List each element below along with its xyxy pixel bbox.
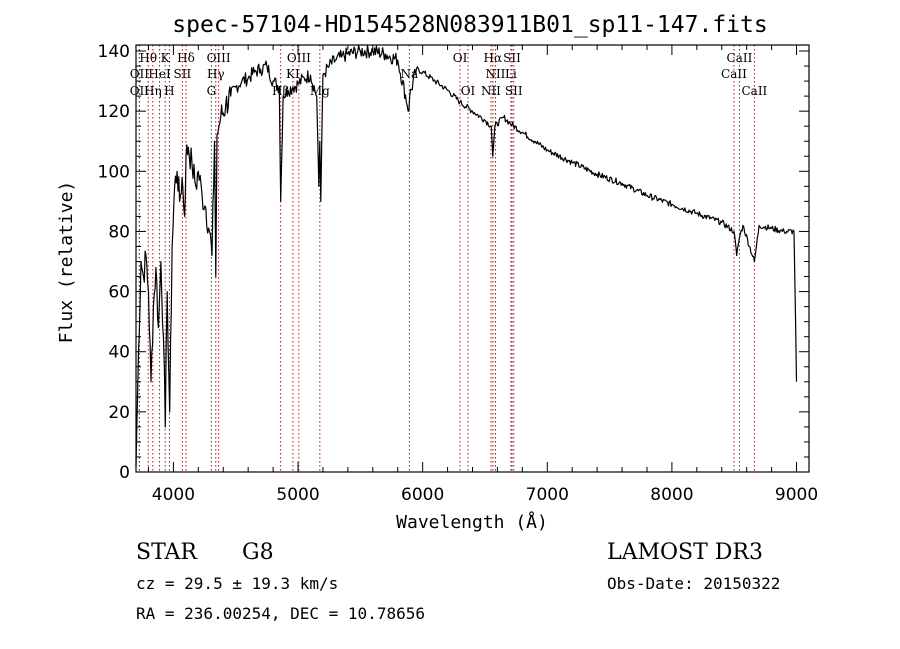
y-tick-label: 80 (108, 222, 130, 242)
y-axis: 0 20 40 60 80 100 120 140 (98, 42, 809, 483)
x-axis: 4000 5000 6000 7000 8000 9000 (147, 45, 818, 505)
spectral-line-label: OII (130, 67, 150, 81)
x-tick-label: 7000 (526, 485, 569, 505)
spectral-line-label: CaII (721, 67, 747, 81)
spectral-line-label: OIII (207, 51, 231, 65)
spectral-line-label: NII (481, 84, 501, 98)
redshift-cz: cz = 29.5 ± 19.3 km/s (136, 574, 338, 593)
object-class: STAR (136, 540, 198, 565)
spectral-line-label: K (161, 51, 171, 65)
flux-series-line (135, 44, 798, 467)
x-tick-label: 6000 (401, 485, 444, 505)
spectral-line-label: SII (174, 67, 192, 81)
spectral-line-label: HeI (148, 67, 171, 81)
spectral-line-label: Hθ (139, 51, 157, 65)
survey-name: LAMOST DR3 (607, 540, 763, 565)
x-tick-label: 8000 (650, 485, 693, 505)
y-tick-label: 60 (108, 283, 130, 303)
spectral-line-label: G (207, 84, 217, 98)
spectral-line-markers (138, 45, 755, 472)
spectral-line-label: OIII (287, 51, 311, 65)
y-tick-label: 100 (98, 162, 130, 182)
spectral-line-label: SII (505, 84, 523, 98)
spectral-line-label: Hα (484, 51, 503, 65)
spectral-line-label: CaII (727, 51, 753, 65)
x-tick-label: 4000 (152, 485, 195, 505)
spectral-line-label: Hδ (177, 51, 195, 65)
spectral-line-label: CaII (741, 84, 767, 98)
y-axis-label: Flux (relative) (56, 181, 77, 344)
chart-title: spec-57104-HD154528N083911B01_sp11-147.f… (172, 12, 767, 38)
spectral-line-label: Li (505, 67, 517, 81)
spectral-line-label: Hγ (207, 67, 225, 81)
y-tick-label: 140 (98, 42, 130, 62)
y-tick-label: 40 (108, 343, 130, 363)
ra-dec-coordinates: RA = 236.00254, DEC = 10.78656 (136, 604, 425, 623)
spectral-line-label: OI (453, 51, 468, 65)
x-tick-label: 5000 (276, 485, 319, 505)
y-tick-label: 20 (108, 403, 130, 423)
spectral-line-label: SII (503, 51, 521, 65)
spectral-line-label: H (164, 84, 174, 98)
x-axis-label: Wavelength (Å) (396, 511, 548, 533)
y-tick-label: 0 (119, 463, 130, 483)
spectral-line-label: NII (485, 67, 505, 81)
x-tick-label: 9000 (775, 485, 818, 505)
y-tick-label: 120 (98, 102, 130, 122)
spectral-line-label: OI (461, 84, 476, 98)
object-subclass: G8 (242, 540, 274, 565)
spectral-line-label: KI (286, 67, 300, 81)
observation-date: Obs-Date: 20150322 (607, 574, 780, 593)
spectral-line-label: Hη (144, 84, 162, 98)
spectral-line-label: OII (130, 84, 150, 98)
